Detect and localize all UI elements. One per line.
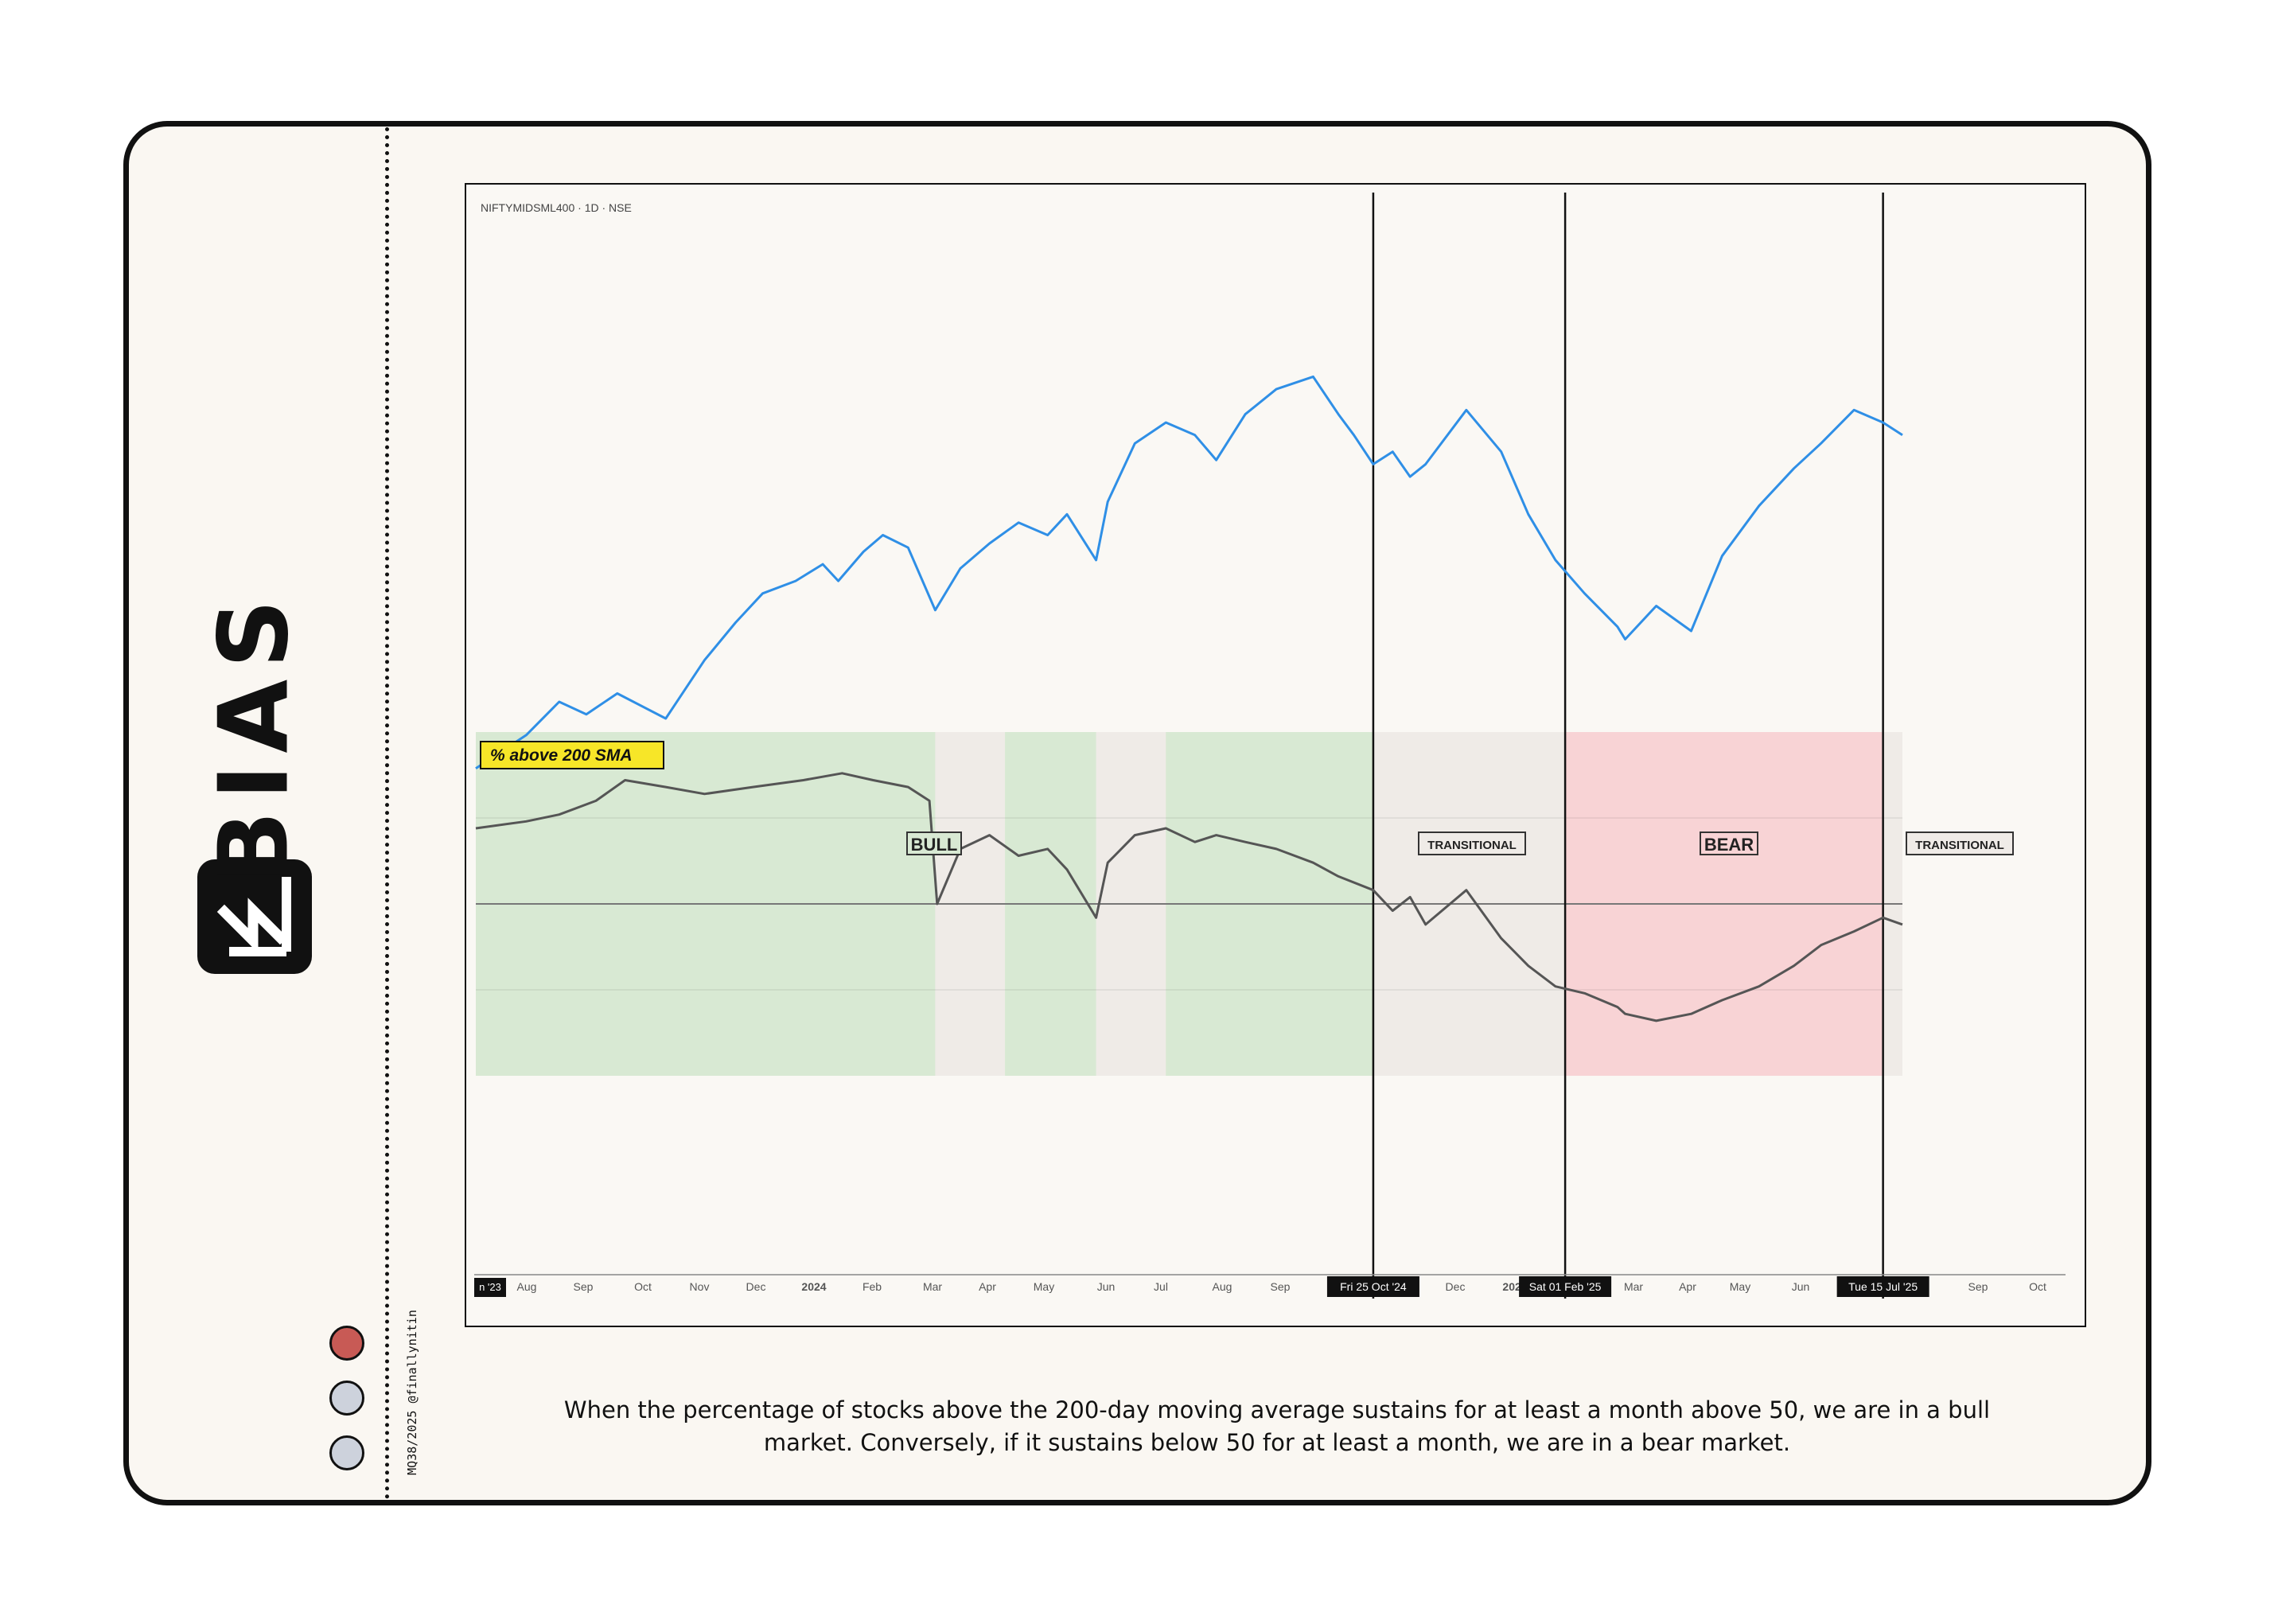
x-tick-label: 2024 [801,1280,826,1293]
dotted-divider [385,127,389,1500]
caption: When the percentage of stocks above the … [477,1394,2077,1459]
regime-label: TRANSITIONAL [1418,831,1526,855]
regime-label-text: BEAR [1704,835,1754,855]
x-start-label: n '23 [479,1281,501,1293]
regime-label-text: BULL [911,835,958,855]
marker-date-label: Fri 25 Oct '24 [1340,1280,1407,1293]
price-chart-title: NIFTYMIDSML400 · 1D · NSE [481,201,632,214]
chart: NIFTYMIDSML400 · 1D · NSE % above 200 SMA… [474,193,2066,1299]
price-line [475,375,1903,770]
brand-name: BIAS [199,588,310,884]
x-tick-label: Mar [1624,1280,1643,1293]
marker-date-label: Sat 01 Feb '25 [1529,1280,1602,1293]
credit-text: MQ38/2025 @finallynitin [405,1310,419,1475]
caption-line-1: When the percentage of stocks above the … [563,1396,1991,1423]
x-tick-label: Sep [1968,1280,1988,1293]
x-tick-label: Mar [923,1280,942,1293]
regime-label: BEAR [1700,831,1758,855]
x-tick-label: Apr [979,1280,996,1293]
breadth-line [475,772,1903,1022]
grey-dot [329,1381,364,1416]
logo [197,859,312,974]
marker-date-box [1836,1276,1929,1297]
chart-frame: NIFTYMIDSML400 · 1D · NSE % above 200 SMA… [465,183,2086,1327]
red-dot [329,1326,364,1361]
marker-date-box [1519,1276,1612,1297]
caption-line-2: market. Conversely, if it sustains below… [763,1429,1791,1456]
x-tick-label: May [1034,1280,1054,1293]
x-tick-label: Nov [690,1280,710,1293]
regime-label-text: TRANSITIONAL [1915,839,2004,852]
x-start-box [474,1278,506,1297]
x-tick-label: Apr [1679,1280,1696,1293]
x-tick-label: Sep [574,1280,594,1293]
x-tick-label: May [1730,1280,1750,1293]
x-tick-label: Feb [862,1280,882,1293]
x-tick-label: Dec [1446,1280,1466,1293]
x-tick-label: Jun [1097,1280,1116,1293]
grey-dot [329,1435,364,1470]
x-tick-label: Aug [1213,1280,1232,1293]
breadth-label: % above 200 SMA [480,741,664,769]
marker-date-label: Tue 15 Jul '25 [1848,1280,1918,1293]
zigzag-arrow-icon [216,877,291,956]
x-tick-label: Oct [634,1280,652,1293]
x-tick-label: Jun [1792,1280,1810,1293]
marker-date-box [1326,1276,1419,1297]
regime-label: TRANSITIONAL [1906,831,2014,855]
x-tick-label: Dec [746,1280,766,1293]
regime-label-text: TRANSITIONAL [1427,839,1517,852]
x-tick-label: Jul [1154,1280,1168,1293]
x-tick-label: Oct [2029,1280,2046,1293]
x-tick-label: Sep [1271,1280,1291,1293]
regime-label: BULL [906,831,962,855]
breadth-title: % above 200 SMA [490,746,633,765]
x-tick-label: Aug [517,1280,537,1293]
